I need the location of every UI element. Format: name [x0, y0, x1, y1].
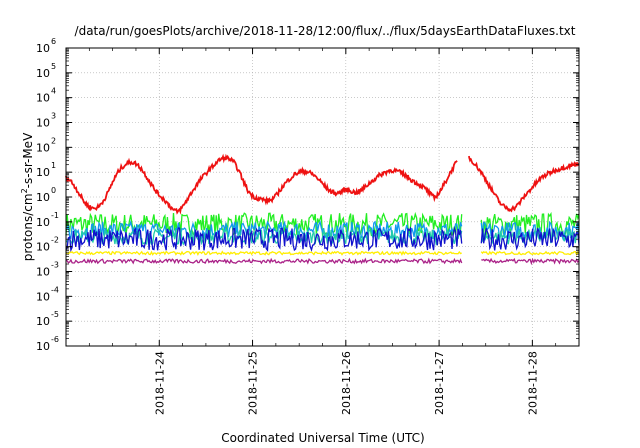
y-tick-label: 10	[36, 42, 50, 55]
y-tick-exponent: 5	[51, 62, 56, 71]
y-tick-label: 10	[36, 241, 50, 254]
y-tick-label: 10	[36, 117, 50, 130]
x-tick-label: 2018-11-27	[433, 351, 446, 415]
x-tick-label: 2018-11-28	[526, 351, 539, 415]
y-tick-label: 10	[36, 141, 50, 154]
series-layer	[65, 153, 580, 266]
x-axis-ticks: 2018-11-24 2018-11-25 2018-11-26 2018-11-27…	[65, 48, 580, 415]
y-tick-exponent: 2	[51, 136, 56, 145]
y-tick-label: 10	[36, 92, 50, 105]
y-axis-label: protons/cm2-s-sr-MeV	[20, 132, 35, 261]
flux-channel-7	[65, 257, 580, 266]
flux-channel-5	[65, 226, 580, 253]
y-tick-label: 10	[36, 67, 50, 80]
plot-frame	[65, 47, 580, 347]
y-tick-label: 10	[36, 340, 50, 353]
y-tick-label: 10	[36, 216, 50, 229]
y-tick-exponent: 1	[51, 161, 56, 170]
x-tick-label: 2018-11-25	[247, 351, 260, 415]
y-tick-label: 10	[36, 191, 50, 204]
x-axis-label: Coordinated Universal Time (UTC)	[221, 431, 424, 445]
y-tick-exponent: -2	[51, 236, 59, 245]
y-tick-exponent: -6	[51, 335, 59, 344]
y-tick-exponent: -3	[51, 261, 59, 270]
flux-channel-1	[65, 153, 580, 215]
y-tick-label: 10	[36, 266, 50, 279]
chart-title: /data/run/goesPlots/archive/2018-11-28/1…	[75, 24, 576, 38]
x-tick-label: 2018-11-26	[340, 351, 353, 415]
y-tick-exponent: -5	[51, 310, 59, 319]
x-tick-label: 2018-11-24	[153, 351, 166, 415]
y-tick-label: 10	[36, 315, 50, 328]
y-tick-exponent: 3	[51, 112, 56, 121]
y-tick-exponent: -1	[51, 211, 59, 220]
y-tick-exponent: 0	[51, 186, 56, 195]
y-axis-ticks: 10610510410310210110010-110-210-310-410-…	[36, 37, 579, 353]
y-tick-exponent: 4	[51, 87, 56, 96]
flux-channel-6	[65, 250, 580, 257]
y-tick-label: 10	[36, 166, 50, 179]
grid-lines	[66, 47, 579, 347]
y-tick-exponent: -4	[51, 285, 59, 294]
y-tick-label: 10	[36, 290, 50, 303]
y-tick-exponent: 6	[51, 37, 56, 46]
